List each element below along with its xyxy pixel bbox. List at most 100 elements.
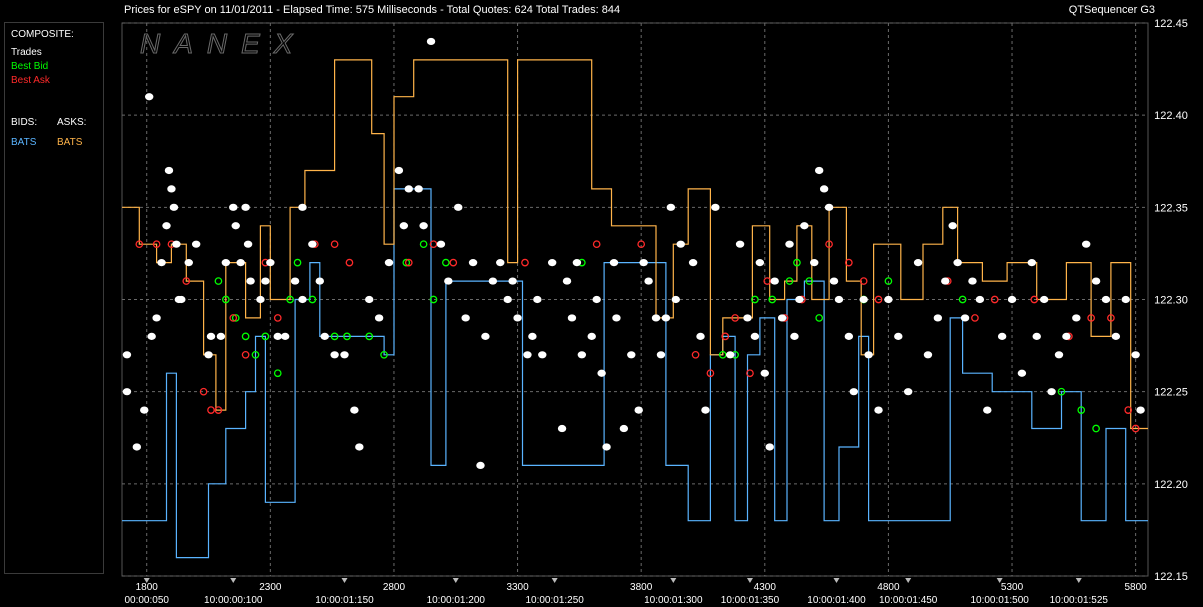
best-bid-point bbox=[251, 350, 260, 359]
trade-point bbox=[651, 314, 661, 322]
trade-point bbox=[261, 277, 270, 285]
time-marker bbox=[341, 578, 348, 583]
trade-point bbox=[834, 295, 844, 304]
trade-point bbox=[122, 351, 132, 359]
time-marker bbox=[143, 578, 150, 583]
trade-point bbox=[975, 295, 985, 304]
trade-point bbox=[157, 259, 166, 267]
legend-best-bid: Best Bid bbox=[11, 61, 49, 72]
best-ask-point bbox=[1131, 424, 1140, 433]
best-ask-point bbox=[990, 295, 999, 304]
y-tick-label: 122.25 bbox=[1154, 387, 1188, 399]
trade-point bbox=[1054, 351, 1064, 359]
best-bid-point bbox=[768, 295, 777, 304]
legend-panel: COMPOSITE: Trades Best Bid Best Ask BIDS… bbox=[4, 22, 104, 574]
best-bid-point bbox=[261, 332, 270, 341]
best-ask-point bbox=[763, 277, 772, 285]
best-bid-point bbox=[241, 332, 250, 341]
best-bid-point bbox=[805, 277, 814, 285]
best-bid-point bbox=[429, 295, 438, 304]
trade-point bbox=[592, 295, 601, 304]
best-ask-point bbox=[731, 314, 739, 322]
trade-point bbox=[508, 277, 517, 285]
best-ask-point bbox=[1030, 295, 1039, 304]
legend-asks: ASKS: bbox=[57, 117, 87, 128]
trade-point bbox=[948, 222, 957, 230]
app-title: QTSequencer G3 bbox=[1068, 4, 1155, 16]
best-ask-point bbox=[1124, 406, 1133, 414]
time-marker bbox=[551, 578, 558, 583]
trade-point bbox=[953, 259, 962, 267]
best-bid-point bbox=[419, 240, 428, 249]
trade-point bbox=[567, 314, 577, 322]
trade-point bbox=[221, 259, 231, 267]
best-bid-point bbox=[793, 258, 801, 267]
trade-point bbox=[414, 185, 423, 193]
legend-bids: BIDS: bbox=[11, 117, 38, 128]
x-tick-label: 5800 bbox=[1125, 582, 1148, 593]
best-bid-point bbox=[442, 258, 450, 267]
trade-point bbox=[1062, 332, 1071, 340]
trade-point bbox=[725, 351, 735, 359]
nanex-watermark: NANEX bbox=[140, 28, 306, 59]
trade-point bbox=[468, 259, 478, 267]
time-label: 10:00:00:100 bbox=[204, 595, 263, 606]
best-ask-point bbox=[746, 369, 754, 378]
best-ask-point bbox=[207, 406, 215, 414]
best-bid-point bbox=[273, 369, 282, 378]
best-ask-point bbox=[971, 314, 979, 322]
trade-point bbox=[167, 185, 176, 193]
trade-point bbox=[661, 314, 671, 322]
trade-point bbox=[266, 259, 275, 267]
trade-point bbox=[290, 277, 300, 285]
trade-point bbox=[162, 222, 171, 230]
trade-point bbox=[696, 332, 705, 340]
trade-point bbox=[298, 295, 307, 304]
trade-point bbox=[941, 277, 950, 285]
trade-point bbox=[177, 295, 186, 304]
trade-point bbox=[777, 314, 787, 322]
best-ask-point bbox=[825, 240, 833, 249]
trade-point bbox=[231, 222, 240, 230]
best-ask-point bbox=[273, 314, 282, 322]
trade-point bbox=[923, 351, 933, 359]
trade-point bbox=[849, 388, 858, 396]
trade-point bbox=[243, 240, 253, 248]
best-ask-point bbox=[845, 258, 853, 267]
trade-point bbox=[755, 259, 765, 267]
trade-point bbox=[572, 259, 582, 267]
trade-point bbox=[256, 295, 265, 304]
trade-point bbox=[147, 332, 156, 340]
trade-point bbox=[968, 277, 977, 285]
trade-point bbox=[1131, 351, 1140, 359]
best-bid-point bbox=[214, 277, 223, 285]
trade-point bbox=[320, 332, 329, 340]
trade-point bbox=[1027, 259, 1037, 267]
best-ask-point bbox=[135, 240, 144, 249]
trade-point bbox=[1032, 332, 1041, 340]
y-tick-label: 122.35 bbox=[1154, 202, 1188, 214]
best-bid-point bbox=[231, 314, 240, 322]
trade-point bbox=[676, 240, 685, 248]
x-tick-label: 3800 bbox=[630, 582, 653, 593]
best-ask-point bbox=[449, 258, 458, 267]
trade-point bbox=[355, 443, 364, 451]
time-marker bbox=[230, 578, 237, 583]
trade-point bbox=[1017, 369, 1027, 377]
trade-point bbox=[547, 259, 557, 267]
legend-trades: Trades bbox=[11, 47, 42, 58]
best-bid-point bbox=[1057, 387, 1066, 396]
trade-point bbox=[814, 166, 824, 175]
trade-point bbox=[844, 332, 854, 340]
best-ask-point bbox=[521, 258, 529, 267]
time-label: 10:00:01:450 bbox=[879, 595, 938, 606]
time-marker bbox=[905, 578, 912, 583]
best-ask-point bbox=[1107, 314, 1115, 322]
trade-point bbox=[701, 406, 710, 414]
best-ask-point bbox=[874, 295, 883, 304]
trade-point bbox=[627, 351, 636, 359]
trade-point bbox=[1047, 388, 1056, 396]
x-tick-label: 2300 bbox=[259, 582, 282, 593]
trade-point bbox=[735, 240, 745, 248]
trade-point bbox=[426, 37, 436, 46]
